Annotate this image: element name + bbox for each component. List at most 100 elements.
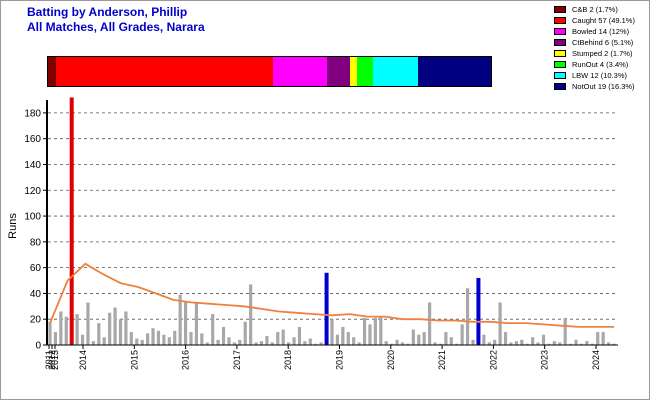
- dismissal-segment-runout: [357, 57, 373, 86]
- x-tick-label: 2023: [540, 350, 550, 370]
- runs-bar: [357, 342, 361, 345]
- legend-swatch: [554, 83, 566, 90]
- runs-bar: [200, 333, 204, 345]
- runs-bar: [75, 314, 79, 345]
- chart-subtitle: All Matches, All Grades, Narara: [27, 20, 205, 34]
- runs-bar: [167, 337, 171, 345]
- runs-bar: [417, 334, 421, 345]
- runs-bar: [254, 342, 258, 345]
- runs-bar: [281, 329, 285, 345]
- runs-bar: [471, 339, 475, 345]
- runs-bar: [303, 341, 307, 345]
- dismissal-segment-caught: [55, 57, 274, 86]
- runs-bar: [368, 324, 372, 345]
- runs-bar: [476, 277, 481, 345]
- runs-bar: [287, 342, 291, 345]
- legend-swatch: [554, 17, 566, 24]
- runs-bar: [346, 332, 350, 345]
- runs-bar: [612, 343, 616, 345]
- runs-bar: [156, 330, 161, 345]
- runs-bar: [569, 343, 573, 345]
- x-tick-label: 2015: [129, 350, 139, 370]
- runs-bar: [243, 321, 247, 345]
- runs-bar: [205, 342, 209, 345]
- x-tick-label: 2019: [335, 350, 345, 370]
- runs-bar: [91, 341, 95, 345]
- x-tick-label: 2011: [44, 350, 54, 369]
- chart-title: Batting by Anderson, Phillip: [27, 5, 188, 19]
- runs-bar: [194, 302, 199, 345]
- legend-swatch: [554, 50, 566, 57]
- runs-bar: [178, 294, 182, 345]
- runs-bar: [411, 329, 415, 345]
- y-tick-label: 40: [30, 289, 42, 300]
- runs-bar: [384, 341, 388, 345]
- runs-bar: [455, 343, 459, 345]
- runs-bar: [216, 339, 220, 345]
- runs-bar: [48, 321, 52, 345]
- runs-bar: [259, 341, 264, 345]
- runs-bar: [606, 342, 611, 345]
- runs-bars: [48, 97, 616, 345]
- runs-bar: [498, 302, 502, 345]
- dismissal-segment-bowled: [273, 57, 327, 86]
- average-line: [49, 262, 614, 328]
- dismissal-breakdown-bar: [47, 56, 492, 87]
- runs-bar: [433, 342, 437, 345]
- legend-label: NotOut 19 (16.3%): [572, 82, 635, 91]
- runs-bar: [352, 337, 356, 345]
- legend-label: Caught 57 (49.1%): [572, 16, 635, 25]
- x-tick-label: 2017: [232, 350, 242, 370]
- runs-bar: [308, 338, 312, 345]
- runs-bar: [400, 342, 405, 345]
- y-axis: 0 20 40 60 80 100 120 140 160 180: [24, 100, 48, 352]
- runs-bar: [249, 284, 253, 345]
- runs-bar: [493, 339, 497, 345]
- runs-bar: [135, 338, 139, 345]
- legend-label: C&B 2 (1.7%): [572, 5, 618, 14]
- x-tick-label: 2020: [386, 350, 396, 370]
- y-tick-label: 100: [24, 212, 41, 223]
- runs-bar: [552, 341, 556, 345]
- runs-bar: [64, 316, 68, 345]
- runs-bar: [59, 311, 63, 345]
- runs-bar: [558, 342, 562, 345]
- runs-bar: [541, 334, 546, 345]
- legend-swatch: [554, 61, 566, 68]
- runs-bar: [53, 332, 58, 345]
- y-tick-label: 180: [24, 108, 41, 119]
- runs-bar: [162, 334, 166, 345]
- y-tick-label: 80: [30, 237, 42, 248]
- runs-bar: [297, 326, 302, 345]
- runs-bar: [118, 319, 123, 345]
- x-tick-label: 2022: [488, 350, 498, 370]
- runs-bar: [547, 343, 551, 345]
- y-tick-label: 60: [30, 263, 42, 274]
- runs-bar: [487, 342, 491, 345]
- runs-bar: [444, 332, 448, 345]
- runs-bar: [238, 339, 242, 345]
- runs-bar: [124, 311, 128, 345]
- runs-bar: [173, 330, 177, 345]
- runs-bar: [97, 323, 101, 345]
- legend-label: Bowled 14 (12%): [572, 27, 630, 36]
- runs-bar: [514, 341, 518, 345]
- legend-swatch: [554, 72, 566, 79]
- runs-bar: [590, 343, 594, 345]
- runs-bar: [227, 337, 231, 345]
- runs-bar: [86, 302, 90, 345]
- runs-bar: [108, 312, 112, 345]
- runs-bar: [129, 332, 133, 345]
- y-tick-label: 140: [24, 160, 41, 171]
- runs-bar: [183, 301, 188, 345]
- runs-bar: [69, 97, 74, 345]
- legend-label: RunOut 4 (3.4%): [572, 60, 629, 69]
- x-tick-label: 2018: [283, 350, 293, 370]
- runs-bar: [395, 339, 399, 345]
- runs-bar: [319, 342, 323, 345]
- runs-bar: [232, 342, 236, 345]
- runs-bar: [525, 343, 529, 345]
- legend-swatch: [554, 6, 566, 13]
- runs-bar: [221, 326, 226, 345]
